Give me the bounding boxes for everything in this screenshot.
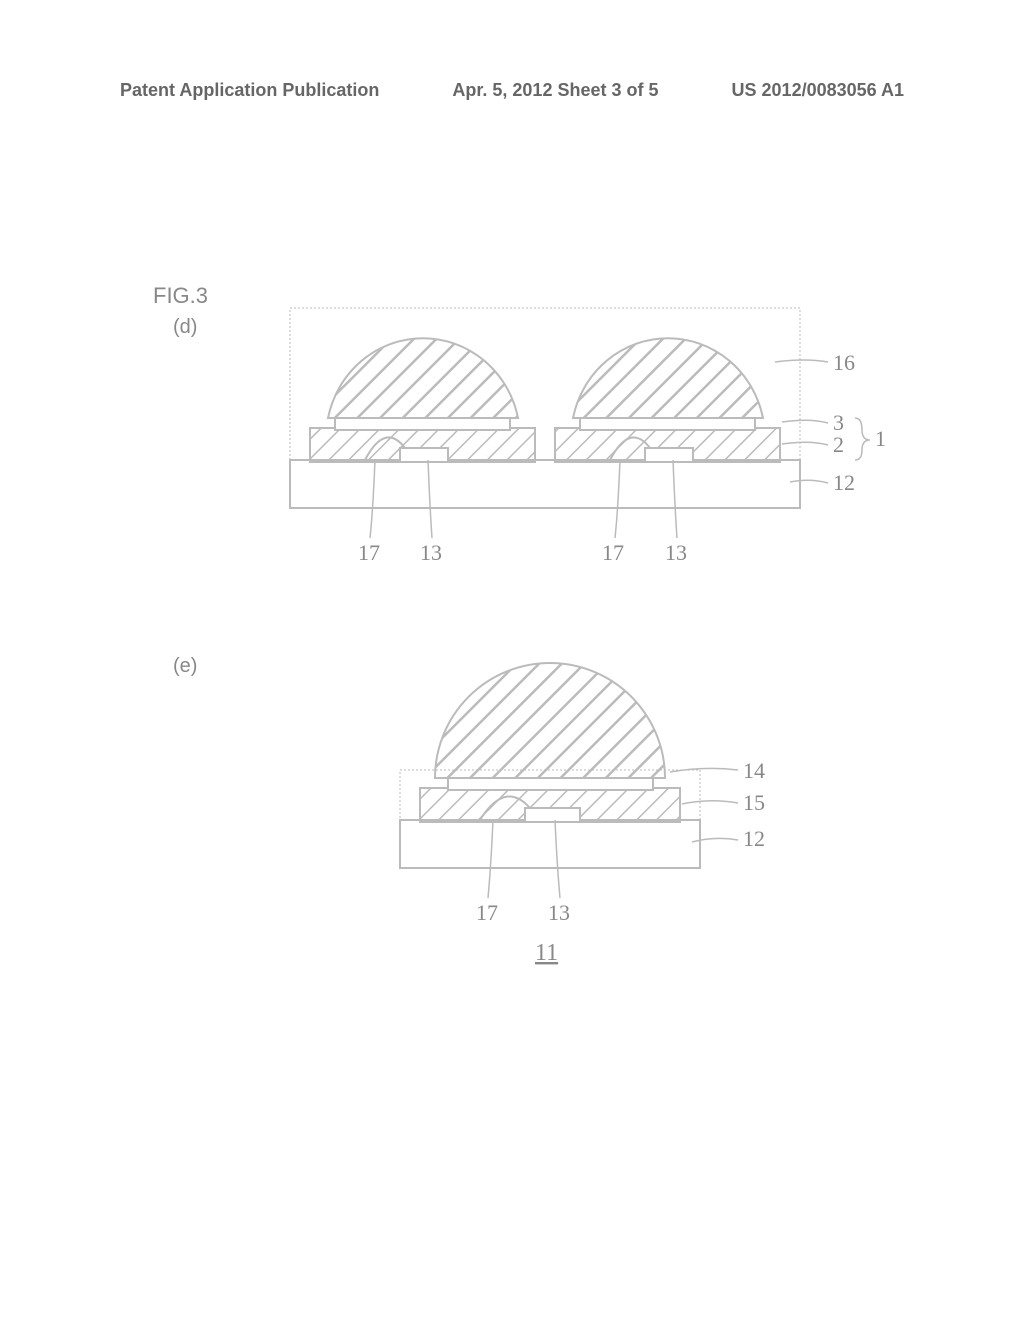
label-13a: 13 (420, 540, 442, 565)
figure-d: 16 3 2 1 12 17 13 17 13 (280, 290, 900, 590)
header-right: US 2012/0083056 A1 (732, 80, 904, 101)
label-1: 1 (875, 426, 886, 451)
figure-e: 14 15 12 17 13 11 (380, 640, 880, 970)
subfig-e-label: (e) (173, 655, 197, 678)
label-12: 12 (833, 470, 855, 495)
label-13e: 13 (548, 900, 570, 925)
page: Patent Application Publication Apr. 5, 2… (0, 0, 1024, 1320)
label-13b: 13 (665, 540, 687, 565)
label-16: 16 (833, 350, 855, 375)
label-12e: 12 (743, 826, 765, 851)
header-left: Patent Application Publication (120, 80, 379, 101)
label-11: 11 (535, 940, 558, 966)
label-17b: 17 (602, 540, 624, 565)
label-14: 14 (743, 758, 765, 783)
label-17e: 17 (476, 900, 498, 925)
label-17a: 17 (358, 540, 380, 565)
header-center: Apr. 5, 2012 Sheet 3 of 5 (452, 80, 658, 101)
label-15: 15 (743, 790, 765, 815)
page-header: Patent Application Publication Apr. 5, 2… (120, 80, 904, 101)
subfig-d-label: (d) (173, 316, 197, 339)
label-2: 2 (833, 432, 844, 457)
figure-label: FIG.3 (153, 283, 208, 309)
